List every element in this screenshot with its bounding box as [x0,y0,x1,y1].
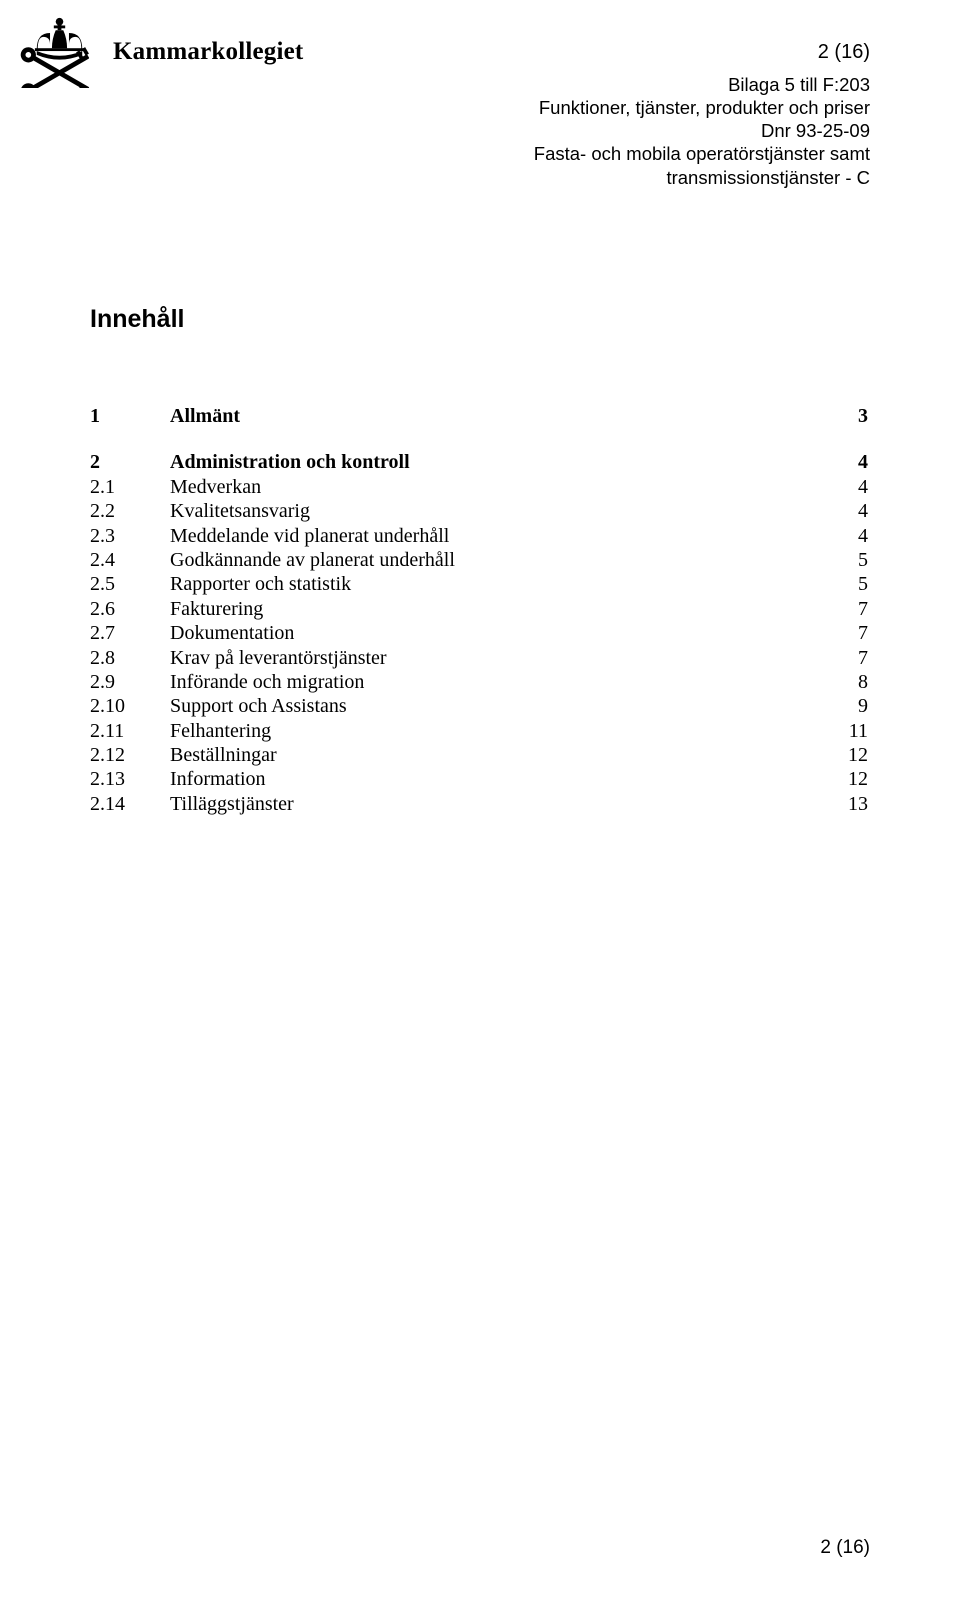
toc-row: 2.2Kvalitetsansvarig4 [90,499,870,523]
toc-title: Rapporter och statistik [170,572,808,596]
toc-page-number: 8 [808,670,870,694]
header-line: Dnr 93-25-09 [534,119,870,142]
toc-title: Administration och kontroll [170,450,808,474]
crown-keys-logo-icon [12,16,107,88]
toc-number: 2.4 [90,548,170,572]
toc-title: Support och Assistans [170,694,808,718]
document-header: 2 (16) Bilaga 5 till F:203 Funktioner, t… [534,40,870,189]
toc-row: 1Allmänt3 [90,404,870,428]
toc-title: Krav på leverantörstjänster [170,646,808,670]
toc-page-number: 11 [808,719,870,743]
logo-block: Kammarkollegiet [12,16,303,88]
table-of-contents: 1Allmänt32Administration och kontroll42.… [90,404,870,816]
toc-page-number: 9 [808,694,870,718]
toc-page-number: 4 [808,524,870,548]
toc-number: 2.11 [90,719,170,743]
toc-title: Fakturering [170,597,808,621]
toc-title: Beställningar [170,743,808,767]
toc-page-number: 12 [808,767,870,791]
toc-title: Kvalitetsansvarig [170,499,808,523]
toc-number: 2.10 [90,694,170,718]
toc-row: 2.3Meddelande vid planerat underhåll4 [90,524,870,548]
toc-title: Medverkan [170,475,808,499]
toc-number: 2.3 [90,524,170,548]
toc-page-number: 4 [808,499,870,523]
header-line: Funktioner, tjänster, produkter och pris… [534,96,870,119]
toc-number: 2.5 [90,572,170,596]
toc-title: Tilläggstjänster [170,792,808,816]
toc-row: 2.4Godkännande av planerat underhåll5 [90,548,870,572]
toc-row: 2.5Rapporter och statistik5 [90,572,870,596]
toc-page-number: 7 [808,646,870,670]
toc-page-number: 7 [808,597,870,621]
toc-row: 2.9Införande och migration8 [90,670,870,694]
toc-row: 2.10Support och Assistans9 [90,694,870,718]
header-line: Fasta- och mobila operatörstjänster samt [534,142,870,165]
page-indicator-top: 2 (16) [534,40,870,65]
toc-number: 2.1 [90,475,170,499]
toc-row: 2.14Tilläggstjänster13 [90,792,870,816]
toc-title: Godkännande av planerat underhåll [170,548,808,572]
toc-page-number: 5 [808,572,870,596]
toc-title: Felhantering [170,719,808,743]
toc-number: 2.14 [90,792,170,816]
toc-page-number: 12 [808,743,870,767]
page-title: Innehåll [90,305,870,334]
toc-number: 2.12 [90,743,170,767]
toc-number: 2 [90,450,170,474]
toc-number: 2.6 [90,597,170,621]
toc-title: Information [170,767,808,791]
toc-number: 2.2 [90,499,170,523]
toc-title: Dokumentation [170,621,808,645]
toc-row: 2Administration och kontroll4 [90,450,870,474]
toc-row: 2.1Medverkan4 [90,475,870,499]
toc-page-number: 4 [808,450,870,474]
toc-number: 2.7 [90,621,170,645]
toc-page-number: 7 [808,621,870,645]
toc-page-number: 5 [808,548,870,572]
toc-row: 2.7Dokumentation7 [90,621,870,645]
toc-page-number: 4 [808,475,870,499]
toc-row: 2.11Felhantering11 [90,719,870,743]
page-container: Kammarkollegiet 2 (16) Bilaga 5 till F:2… [0,0,960,1617]
toc-page-number: 3 [808,404,870,428]
toc-page-number: 13 [808,792,870,816]
toc-title: Allmänt [170,404,808,428]
toc-number: 2.9 [90,670,170,694]
toc-row: 2.12Beställningar12 [90,743,870,767]
toc-row: 2.8Krav på leverantörstjänster7 [90,646,870,670]
org-name: Kammarkollegiet [113,38,303,66]
toc-number: 1 [90,404,170,428]
toc-title: Meddelande vid planerat underhåll [170,524,808,548]
header-line: transmissionstjänster - C [534,166,870,189]
toc-gap [90,428,870,450]
toc-row: 2.13Information12 [90,767,870,791]
header-line: Bilaga 5 till F:203 [534,73,870,96]
toc-row: 2.6Fakturering7 [90,597,870,621]
toc-number: 2.13 [90,767,170,791]
toc-title: Införande och migration [170,670,808,694]
toc-number: 2.8 [90,646,170,670]
page-indicator-bottom: 2 (16) [820,1537,870,1559]
